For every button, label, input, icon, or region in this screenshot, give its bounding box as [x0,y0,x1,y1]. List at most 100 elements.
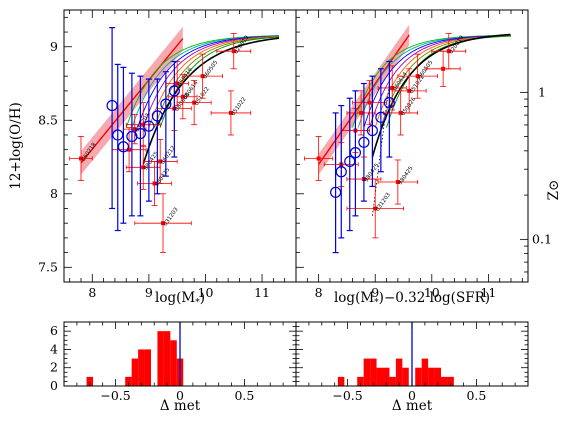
histogram-bar [357,376,364,386]
binned-median [335,166,347,178]
binned-median [375,111,387,123]
histogram-left: −0.5 0 0.5 0 2 4 6 Δ met [50,321,297,414]
binned-median [344,155,356,168]
host-point [390,85,395,90]
histogram-bar [125,376,132,386]
host-point [441,66,446,71]
histogram-bar [337,376,345,386]
histogram-bar [421,358,429,386]
fit-curve [371,33,511,158]
panel-frame [295,9,529,283]
host-point [127,147,132,152]
histogram-bar [383,367,390,386]
panel-mass-metallicity: 0602180312039804250602129804250312030806… [8,9,297,308]
histogram-bar [434,367,441,386]
x-tick-label: 9 [145,285,153,300]
host-label: 031203 [163,206,180,227]
model-curve [137,35,280,128]
host-point [415,74,420,79]
host-point [446,49,451,54]
x-tick-label: 0 [408,388,416,403]
host-point [141,165,146,170]
model-curve [159,36,280,128]
binned-median [117,141,130,153]
x-axis-title: log(M*) [155,290,205,308]
model-curve [363,35,512,128]
y-tick-label: 8.5 [38,112,58,127]
x-tick-label: −0.5 [332,388,362,403]
host-point [231,49,236,54]
host-point [175,81,180,86]
y-tick-label: 2 [50,360,58,375]
x-tick-label: 0.5 [466,388,486,403]
binned-median [160,98,172,110]
host-point [158,159,163,164]
histogram-bar [131,358,139,386]
histogram-bar [170,340,177,386]
host-point [367,100,372,105]
x-tick-label: 10 [198,285,214,300]
host-point [200,74,205,79]
host-point [316,156,321,161]
host-point [373,206,378,211]
binned-median [366,124,378,137]
y-axis-title: 12+log(O/H) [8,102,24,190]
binned-median [358,136,370,148]
binned-median [349,147,362,159]
x-tick-label: −0.5 [100,388,130,403]
x-tick-label: 10 [424,285,440,300]
x-tick-label: 8 [88,285,96,300]
binned-median [134,127,146,140]
right-axis-title: Z⊙ [546,180,562,201]
histogram-bar [138,349,145,386]
x-tick-label: 0.5 [234,388,254,403]
host-point [180,94,185,99]
x-axis-title: log(M*)−0.32 log(SFR) [334,290,490,308]
histogram-bar [402,367,409,386]
y-tick-label: 9 [50,39,58,54]
host-point [161,221,166,226]
host-point [78,156,83,161]
y-tick-label: 8 [50,186,58,201]
histogram-bar [163,331,171,386]
model-curve [148,35,280,128]
x-tick-label: 9 [371,285,379,300]
histogram-bar [395,358,403,386]
binned-median [106,99,118,112]
x-tick-label: 11 [480,285,496,300]
binned-median [143,120,155,132]
host-label: 031203 [375,192,392,213]
panel-mass-sfr-metallicity: 9804250312030606140508260510220605059804… [295,9,562,308]
host-point [152,181,157,186]
host-point [192,100,197,105]
binned-median [168,85,180,97]
y-tick-label: 4 [50,341,58,356]
histogram-bar [144,349,151,386]
host-point [398,110,403,115]
x-axis-title: Δ met [392,398,433,414]
host-point [407,88,412,93]
y-tick-label: 6 [50,323,58,338]
host-label: 051022 [231,96,248,117]
x-tick-label: 0 [176,388,184,403]
histogram-bar [376,367,383,386]
binned-median [112,129,124,141]
histogram-bar [86,376,93,386]
host-point [395,180,400,185]
host-point [359,110,364,115]
y-tick-label: 7.5 [38,259,58,274]
host-label: 980425 [398,165,415,186]
histogram-bar [415,367,422,386]
x-tick-label: 11 [254,285,270,300]
host-point [141,122,146,127]
right-tick-label: 1 [538,84,546,99]
host-point [132,127,137,132]
histogram-bar [363,358,371,386]
y-tick-label: 0 [50,378,58,393]
histogram-bar [389,376,396,386]
x-tick-label: 8 [315,285,323,300]
binned-median [330,186,342,198]
binned-median [151,110,163,122]
histogram-right: −0.5 0 0.5 Δ met [295,321,529,414]
